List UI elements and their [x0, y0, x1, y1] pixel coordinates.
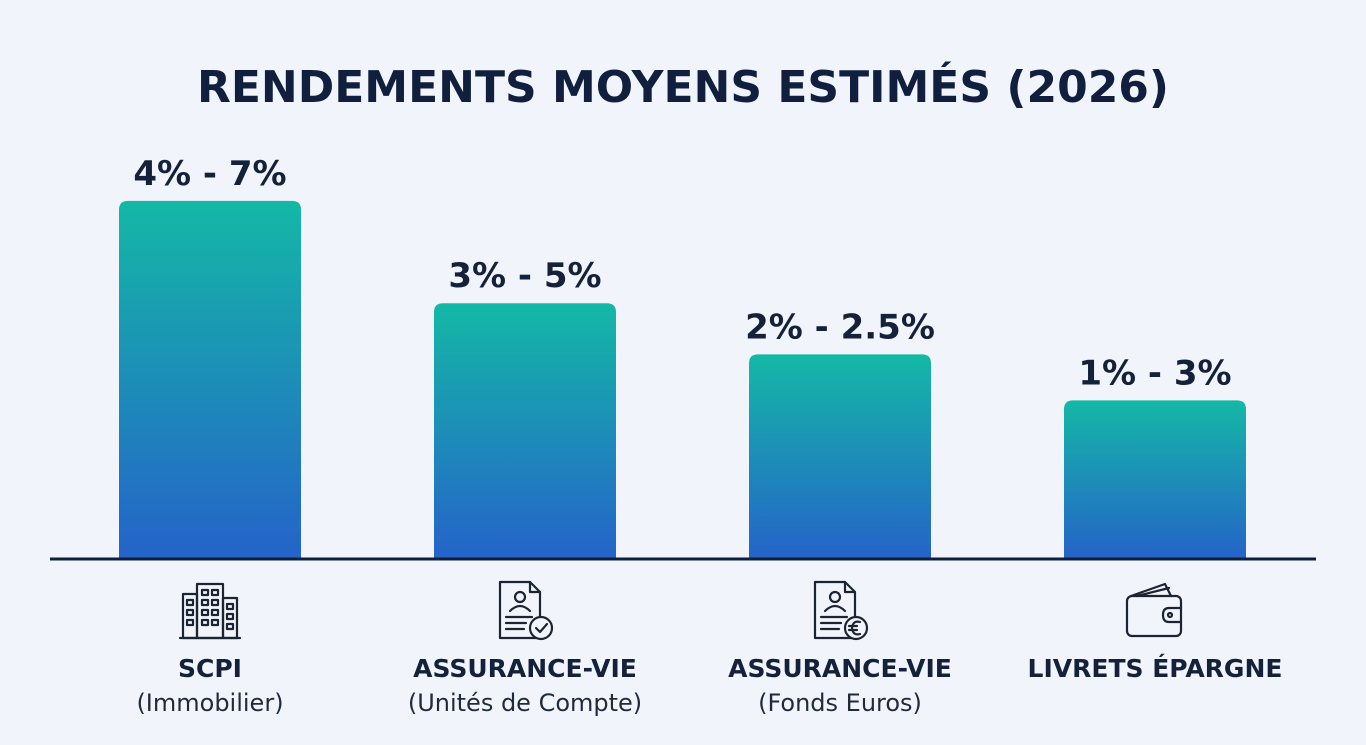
bars-group — [119, 200, 1246, 559]
bar-1 — [119, 200, 301, 559]
value-label-2: 3% - 5% — [448, 256, 601, 296]
wallet-icon — [1125, 582, 1183, 638]
chart-title: RENDEMENTS MOYENS ESTIMÉS (2026) — [197, 60, 1169, 113]
document-check-icon — [498, 580, 554, 641]
category-sublabel-3: (Fonds Euros) — [758, 689, 922, 717]
category-sublabel-2: (Unités de Compte) — [408, 689, 642, 717]
document-euro-icon — [813, 580, 869, 641]
bar-3 — [749, 354, 931, 559]
category-sublabel-1: (Immobilier) — [136, 689, 283, 717]
bar-2 — [434, 303, 616, 559]
value-labels-group: 4% - 7% 3% - 5% 2% - 2.5% 1% - 3% — [133, 154, 1231, 393]
buildings-icon — [178, 582, 242, 640]
category-labels-group: SCPI (Immobilier) ASSURANCE-VIE (Unités de … — [136, 654, 1282, 717]
bar-4 — [1064, 400, 1246, 559]
category-label-3: ASSURANCE-VIE — [728, 654, 952, 683]
value-label-4: 1% - 3% — [1078, 353, 1231, 393]
value-label-1: 4% - 7% — [133, 154, 286, 194]
category-label-2: ASSURANCE-VIE — [413, 654, 637, 683]
category-label-4: LIVRETS ÉPARGNE — [1028, 654, 1283, 683]
value-label-3: 2% - 2.5% — [745, 307, 935, 347]
category-label-1: SCPI — [178, 654, 242, 683]
